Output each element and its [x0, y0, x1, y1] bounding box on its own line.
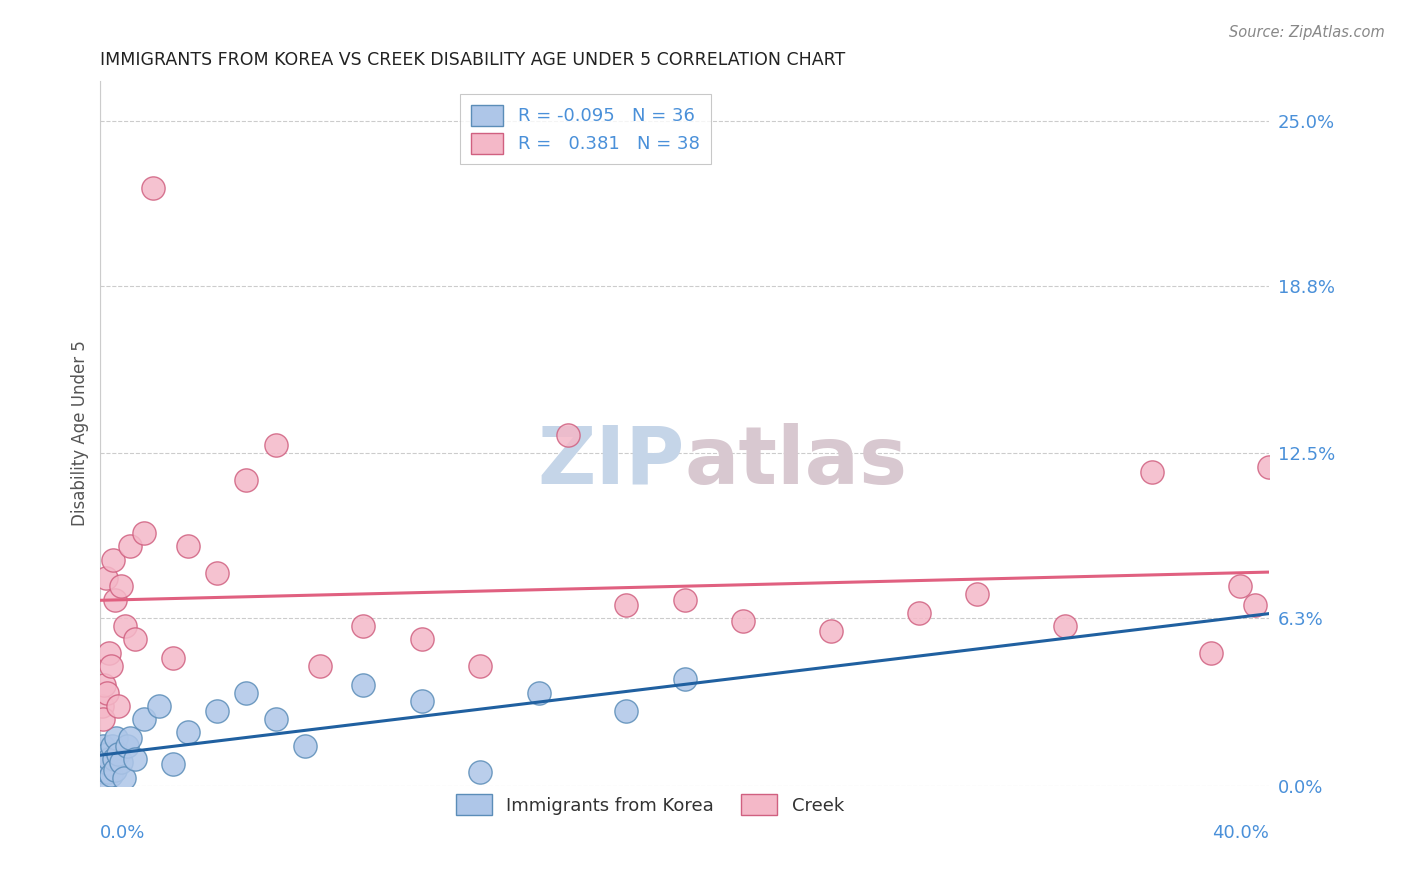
Text: Source: ZipAtlas.com: Source: ZipAtlas.com — [1229, 25, 1385, 40]
Point — [104, 592, 127, 607]
Point — [90, 698, 112, 713]
Point — [101, 552, 124, 566]
Point — [93, 752, 115, 766]
Y-axis label: Disability Age Under 5: Disability Age Under 5 — [72, 341, 89, 526]
Point — [114, 619, 136, 633]
Point — [966, 587, 988, 601]
Point — [1142, 465, 1164, 479]
Point — [557, 427, 579, 442]
Text: 40.0%: 40.0% — [1212, 824, 1270, 842]
Point — [105, 731, 128, 745]
Point — [100, 768, 122, 782]
Point — [1258, 459, 1281, 474]
Point — [148, 698, 170, 713]
Point — [207, 704, 229, 718]
Point — [96, 685, 118, 699]
Point — [107, 747, 129, 761]
Point — [264, 712, 287, 726]
Point — [118, 540, 141, 554]
Point — [411, 693, 433, 707]
Point — [235, 685, 257, 699]
Point — [91, 739, 114, 753]
Point — [100, 659, 122, 673]
Point — [235, 473, 257, 487]
Point — [103, 752, 125, 766]
Point — [352, 619, 374, 633]
Point — [101, 739, 124, 753]
Point — [733, 614, 755, 628]
Point — [96, 757, 118, 772]
Point — [97, 765, 120, 780]
Point — [673, 672, 696, 686]
Point — [104, 763, 127, 777]
Point — [527, 685, 550, 699]
Point — [134, 712, 156, 726]
Point — [96, 747, 118, 761]
Point — [207, 566, 229, 580]
Point — [97, 757, 120, 772]
Legend: Immigrants from Korea, Creek: Immigrants from Korea, Creek — [449, 787, 851, 822]
Point — [820, 624, 842, 639]
Point — [614, 598, 637, 612]
Point — [673, 592, 696, 607]
Point — [97, 646, 120, 660]
Point — [112, 771, 135, 785]
Text: atlas: atlas — [685, 423, 908, 500]
Point — [118, 731, 141, 745]
Point — [907, 606, 929, 620]
Point — [94, 771, 117, 785]
Point — [308, 659, 330, 673]
Text: IMMIGRANTS FROM KOREA VS CREEK DISABILITY AGE UNDER 5 CORRELATION CHART: IMMIGRANTS FROM KOREA VS CREEK DISABILIT… — [100, 51, 845, 69]
Point — [93, 677, 115, 691]
Text: 0.0%: 0.0% — [100, 824, 146, 842]
Point — [162, 757, 184, 772]
Point — [1053, 619, 1076, 633]
Point — [411, 632, 433, 647]
Point — [162, 651, 184, 665]
Point — [177, 540, 200, 554]
Point — [614, 704, 637, 718]
Point — [90, 747, 112, 761]
Point — [124, 752, 146, 766]
Point — [1229, 579, 1251, 593]
Text: ZIP: ZIP — [537, 423, 685, 500]
Point — [177, 725, 200, 739]
Point — [470, 765, 492, 780]
Point — [107, 698, 129, 713]
Point — [115, 739, 138, 753]
Point — [1199, 646, 1222, 660]
Point — [93, 765, 115, 780]
Point — [142, 180, 165, 194]
Point — [264, 438, 287, 452]
Point — [98, 752, 121, 766]
Point — [352, 677, 374, 691]
Point — [134, 526, 156, 541]
Point — [470, 659, 492, 673]
Point — [110, 579, 132, 593]
Point — [110, 755, 132, 769]
Point — [124, 632, 146, 647]
Point — [1243, 598, 1265, 612]
Point — [91, 712, 114, 726]
Point — [294, 739, 316, 753]
Point — [91, 757, 114, 772]
Point — [94, 571, 117, 585]
